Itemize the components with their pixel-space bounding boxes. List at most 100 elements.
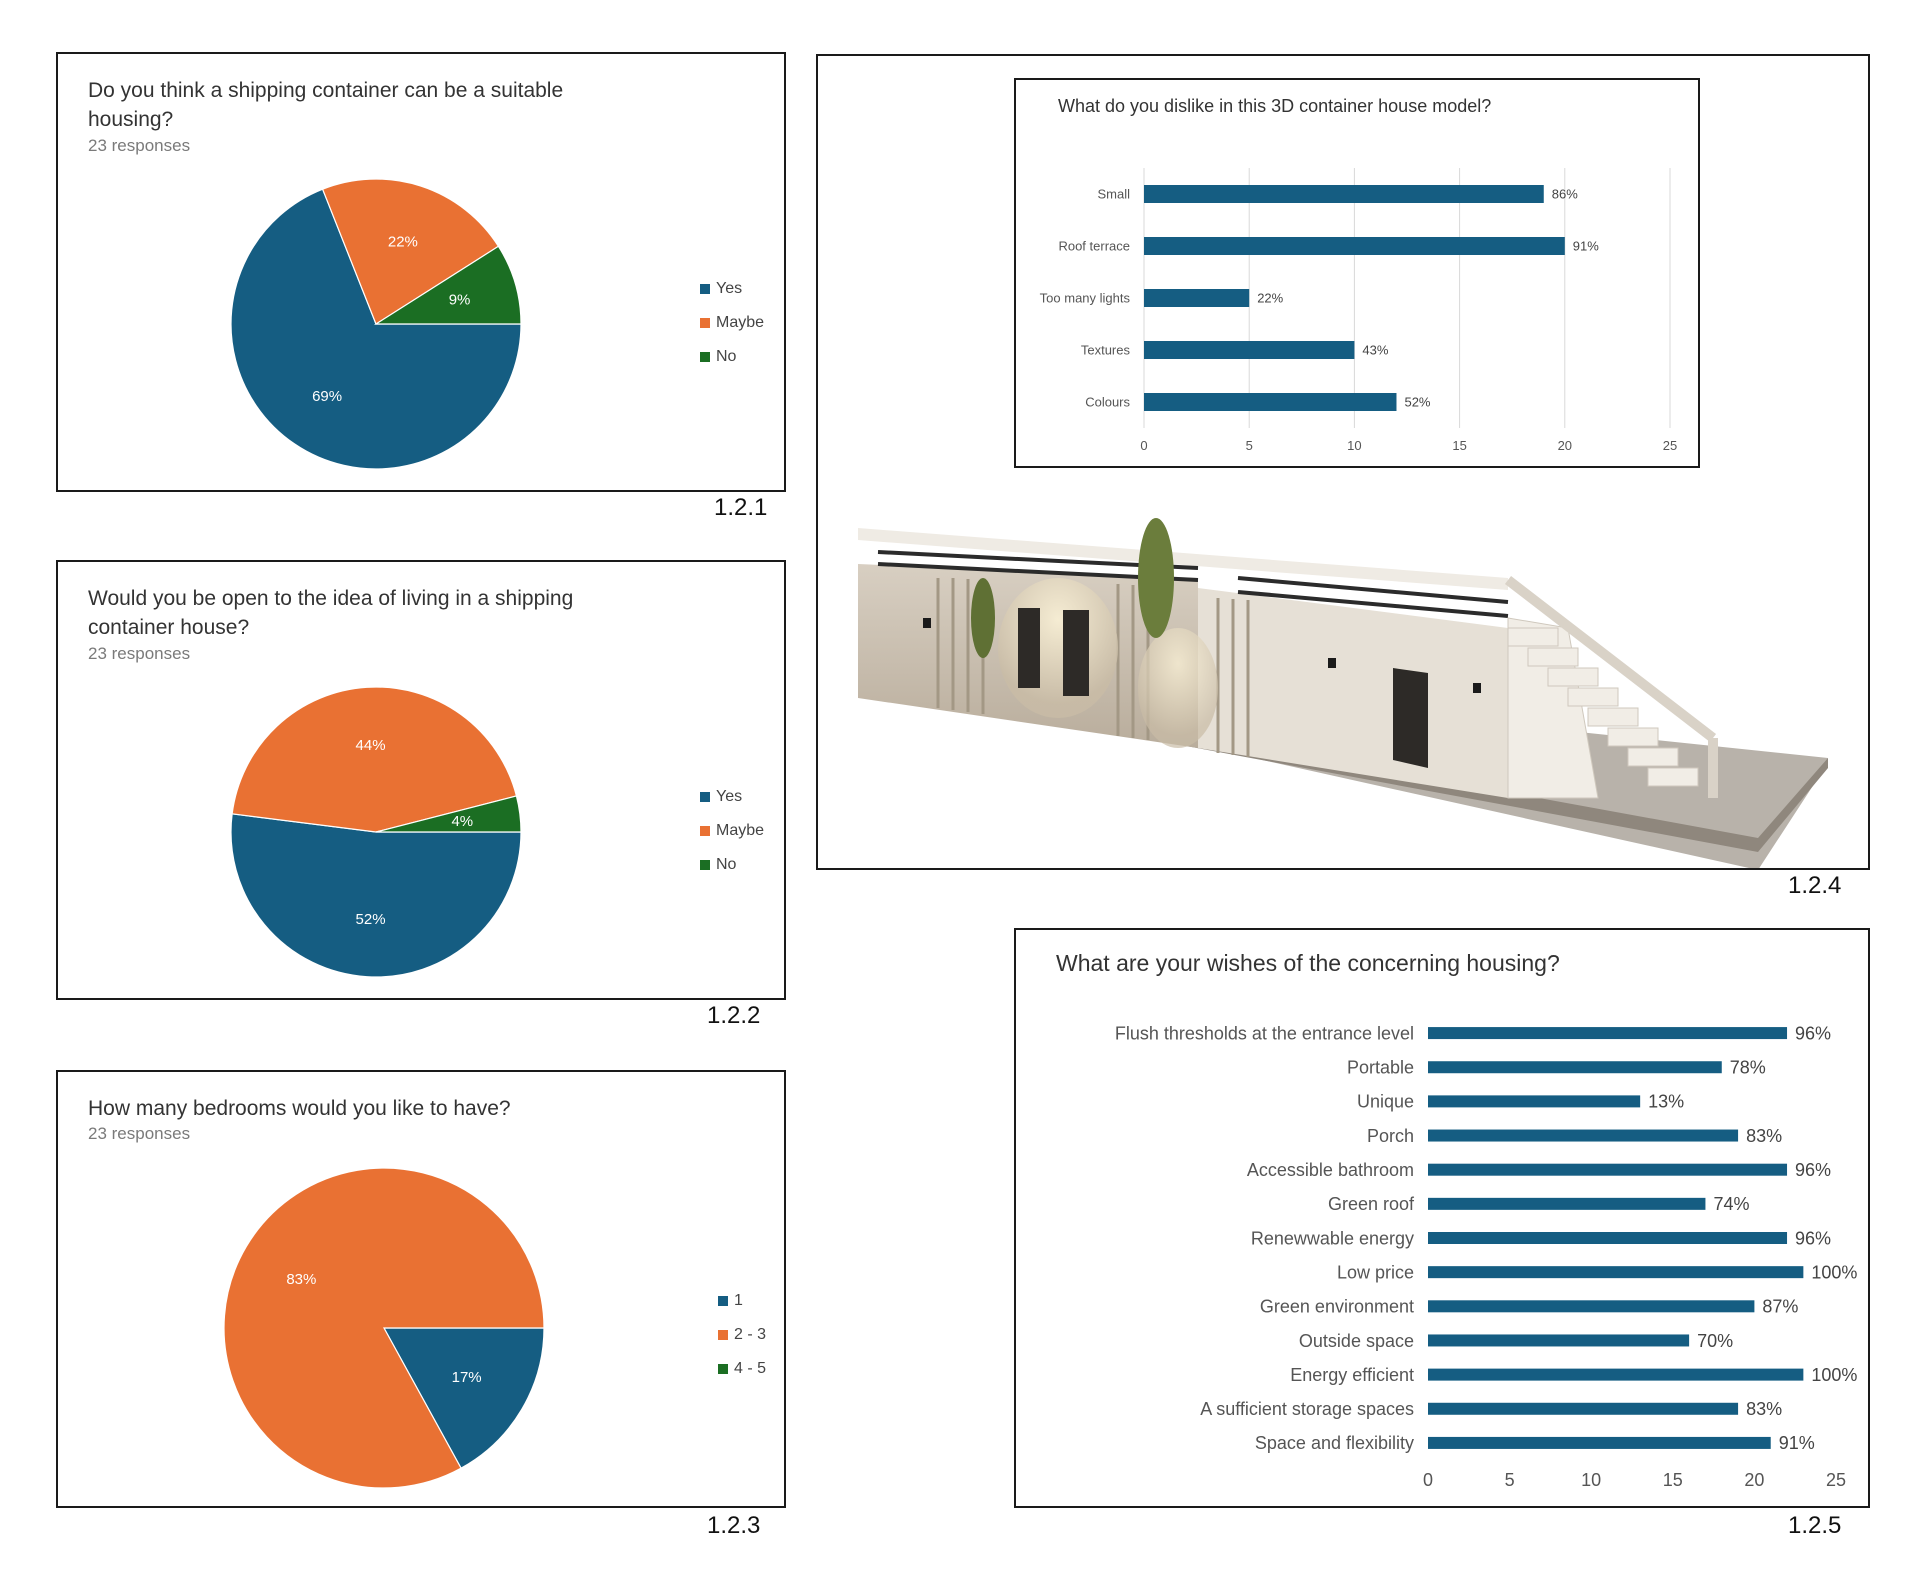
- legend-swatch: [700, 860, 710, 870]
- bar: [1144, 341, 1355, 359]
- pie-slice: [321, 178, 500, 325]
- slice-value-label: 44%: [356, 737, 386, 754]
- pie-slice: [230, 813, 522, 978]
- legend-item: Yes: [700, 272, 764, 306]
- slice-value-label: 22%: [388, 233, 418, 250]
- slice-value-label: 9%: [449, 292, 471, 309]
- category-label: A sufficient storage spaces: [1200, 1399, 1414, 1419]
- bar: [1144, 237, 1565, 255]
- bar: [1428, 1197, 1706, 1210]
- legend-swatch: [700, 318, 710, 328]
- legend-item: 1: [718, 1284, 766, 1318]
- data-label: 74%: [1713, 1194, 1749, 1214]
- pie-chart-panel-1: Do you think a shipping container can be…: [56, 52, 786, 492]
- legend-label: Yes: [716, 788, 743, 805]
- bar: [1428, 1402, 1739, 1415]
- house-model-panel: What do you dislike in this 3D container…: [816, 54, 1870, 870]
- legend-label: 4 - 5: [734, 1360, 767, 1377]
- data-label: 96%: [1795, 1023, 1831, 1043]
- pie-chart: 17% 83%: [223, 1167, 545, 1489]
- legend-label: 1: [734, 1292, 743, 1309]
- data-label: 22%: [1257, 291, 1283, 306]
- pie-slice: [223, 1167, 545, 1489]
- chart-subtitle: 23 responses: [88, 644, 191, 663]
- data-label: 43%: [1362, 343, 1388, 358]
- bar: [1428, 1129, 1739, 1142]
- legend-item: No: [700, 848, 764, 882]
- category-label: Unique: [1357, 1092, 1414, 1112]
- bar: [1428, 1368, 1804, 1381]
- figure-caption: 1.2.5: [1788, 1512, 1842, 1539]
- slice-value-label: 4%: [451, 813, 473, 830]
- figure-caption: 1.2.3: [707, 1512, 761, 1539]
- pie-chart-panel-2: Would you be open to the idea of living …: [56, 560, 786, 1000]
- slice-value-label: 52%: [356, 911, 386, 928]
- chart-title: What do you dislike in this 3D container…: [1058, 96, 1492, 116]
- category-label: Portable: [1347, 1058, 1414, 1078]
- data-label: 70%: [1697, 1331, 1733, 1351]
- legend-item: Maybe: [700, 306, 764, 340]
- data-label: 78%: [1730, 1058, 1766, 1078]
- legend-swatch: [700, 352, 710, 362]
- chart-legend: Yes Maybe No: [700, 272, 764, 374]
- wishes-bar-chart-panel: What are your wishes of the concerning h…: [1014, 928, 1870, 1508]
- data-label: 52%: [1404, 395, 1430, 410]
- legend-swatch: [700, 826, 710, 836]
- legend-item: Maybe: [700, 814, 764, 848]
- pie-slice: [373, 245, 522, 325]
- chart-title: Do you think a shipping container can be…: [88, 79, 564, 131]
- category-label: Colours: [1085, 395, 1130, 410]
- legend-swatch: [700, 792, 710, 802]
- container-house-render: [858, 518, 1828, 868]
- chart-legend: 1 2 - 3 4 - 5: [718, 1284, 766, 1386]
- x-tick-label: 15: [1663, 1470, 1683, 1490]
- category-label: Roof terrace: [1058, 239, 1130, 254]
- category-label: Too many lights: [1040, 291, 1131, 306]
- category-label: Flush thresholds at the entrance level: [1115, 1023, 1414, 1043]
- category-label: Porch: [1367, 1126, 1414, 1146]
- bar: [1428, 1061, 1722, 1074]
- pie-chart: 52% 44% 4%: [230, 686, 522, 978]
- data-label: 100%: [1811, 1365, 1857, 1385]
- legend-label: 2 - 3: [734, 1326, 767, 1343]
- x-tick-label: 20: [1744, 1470, 1764, 1490]
- figure-caption: 1.2.4: [1788, 872, 1842, 899]
- x-tick-label: 10: [1347, 438, 1361, 453]
- pie-slice: [382, 1327, 545, 1470]
- category-label: Green roof: [1328, 1194, 1415, 1214]
- x-tick-label: 25: [1663, 438, 1677, 453]
- bar: [1428, 1266, 1804, 1279]
- data-label: 83%: [1746, 1126, 1782, 1146]
- data-label: 91%: [1573, 239, 1599, 254]
- legend-item: 2 - 3: [718, 1318, 766, 1352]
- pie-chart: 69% 22% 9%: [230, 178, 522, 470]
- chart-subtitle: 23 responses: [88, 136, 191, 155]
- legend-label: No: [716, 856, 737, 873]
- legend-label: Yes: [716, 280, 743, 297]
- data-label: 96%: [1795, 1228, 1831, 1248]
- chart-subtitle: 23 responses: [88, 1124, 191, 1143]
- data-label: 83%: [1746, 1399, 1782, 1419]
- pie-slice: [375, 795, 522, 833]
- bar: [1428, 1027, 1788, 1040]
- legend-swatch: [700, 284, 710, 294]
- bar-chart: 0 5 10 15 20 25 Small 86% Roof terrace 91% Too man…: [1040, 168, 1677, 453]
- category-label: Low price: [1337, 1262, 1414, 1282]
- slice-value-label: 83%: [286, 1271, 316, 1288]
- bar: [1428, 1163, 1788, 1176]
- chart-title: Would you be open to the idea of living …: [88, 587, 574, 639]
- category-label: Energy efficient: [1290, 1365, 1414, 1385]
- category-label: Green environment: [1260, 1297, 1414, 1317]
- bar: [1144, 289, 1250, 307]
- x-tick-label: 0: [1140, 438, 1147, 453]
- bar-chart: 0 5 10 15 20 25 Flush thresholds at the entran…: [1115, 1023, 1858, 1490]
- category-label: Outside space: [1299, 1331, 1414, 1351]
- figure-caption: 1.2.2: [707, 1002, 761, 1029]
- legend-swatch: [718, 1330, 728, 1340]
- x-tick-label: 10: [1581, 1470, 1601, 1490]
- figure-caption: 1.2.1: [714, 494, 768, 521]
- chart-legend: Yes Maybe No: [700, 780, 764, 882]
- x-tick-label: 25: [1826, 1470, 1846, 1490]
- pie-slice: [231, 686, 518, 833]
- category-label: Accessible bathroom: [1247, 1160, 1414, 1180]
